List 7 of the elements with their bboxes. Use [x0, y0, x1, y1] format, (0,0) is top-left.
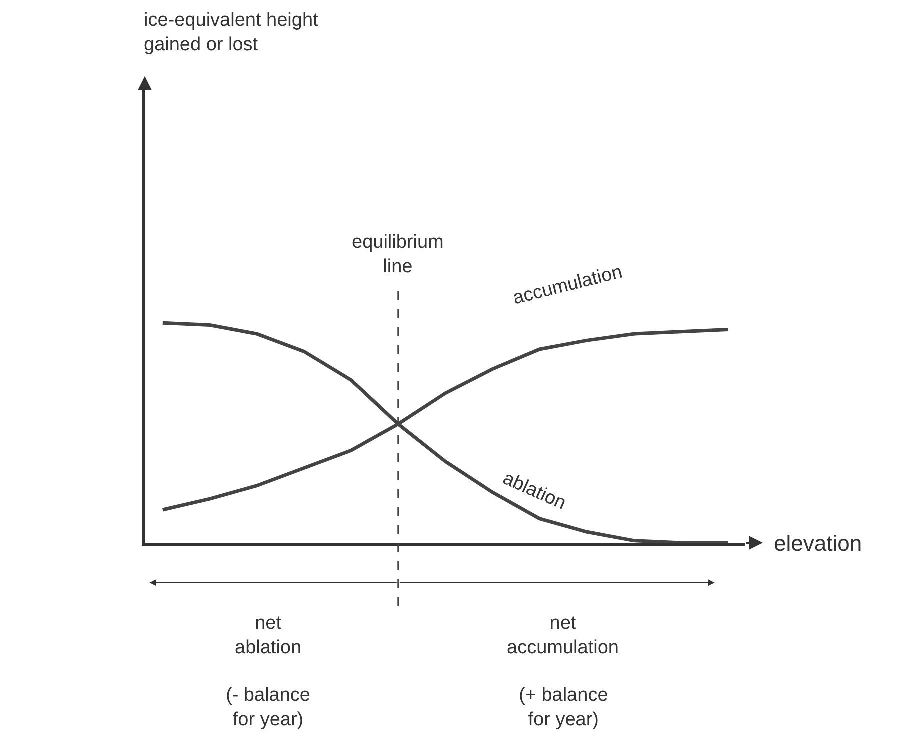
text: net ablation [235, 613, 302, 659]
text: equilibrium line [352, 232, 444, 278]
x-axis-title: elevation [774, 531, 862, 556]
text: (+ balance for year) [519, 685, 608, 731]
text: ice-equivalent height gained or lost [144, 10, 320, 56]
text: (- balance for year) [226, 685, 310, 731]
text: net accumulation [507, 613, 619, 659]
